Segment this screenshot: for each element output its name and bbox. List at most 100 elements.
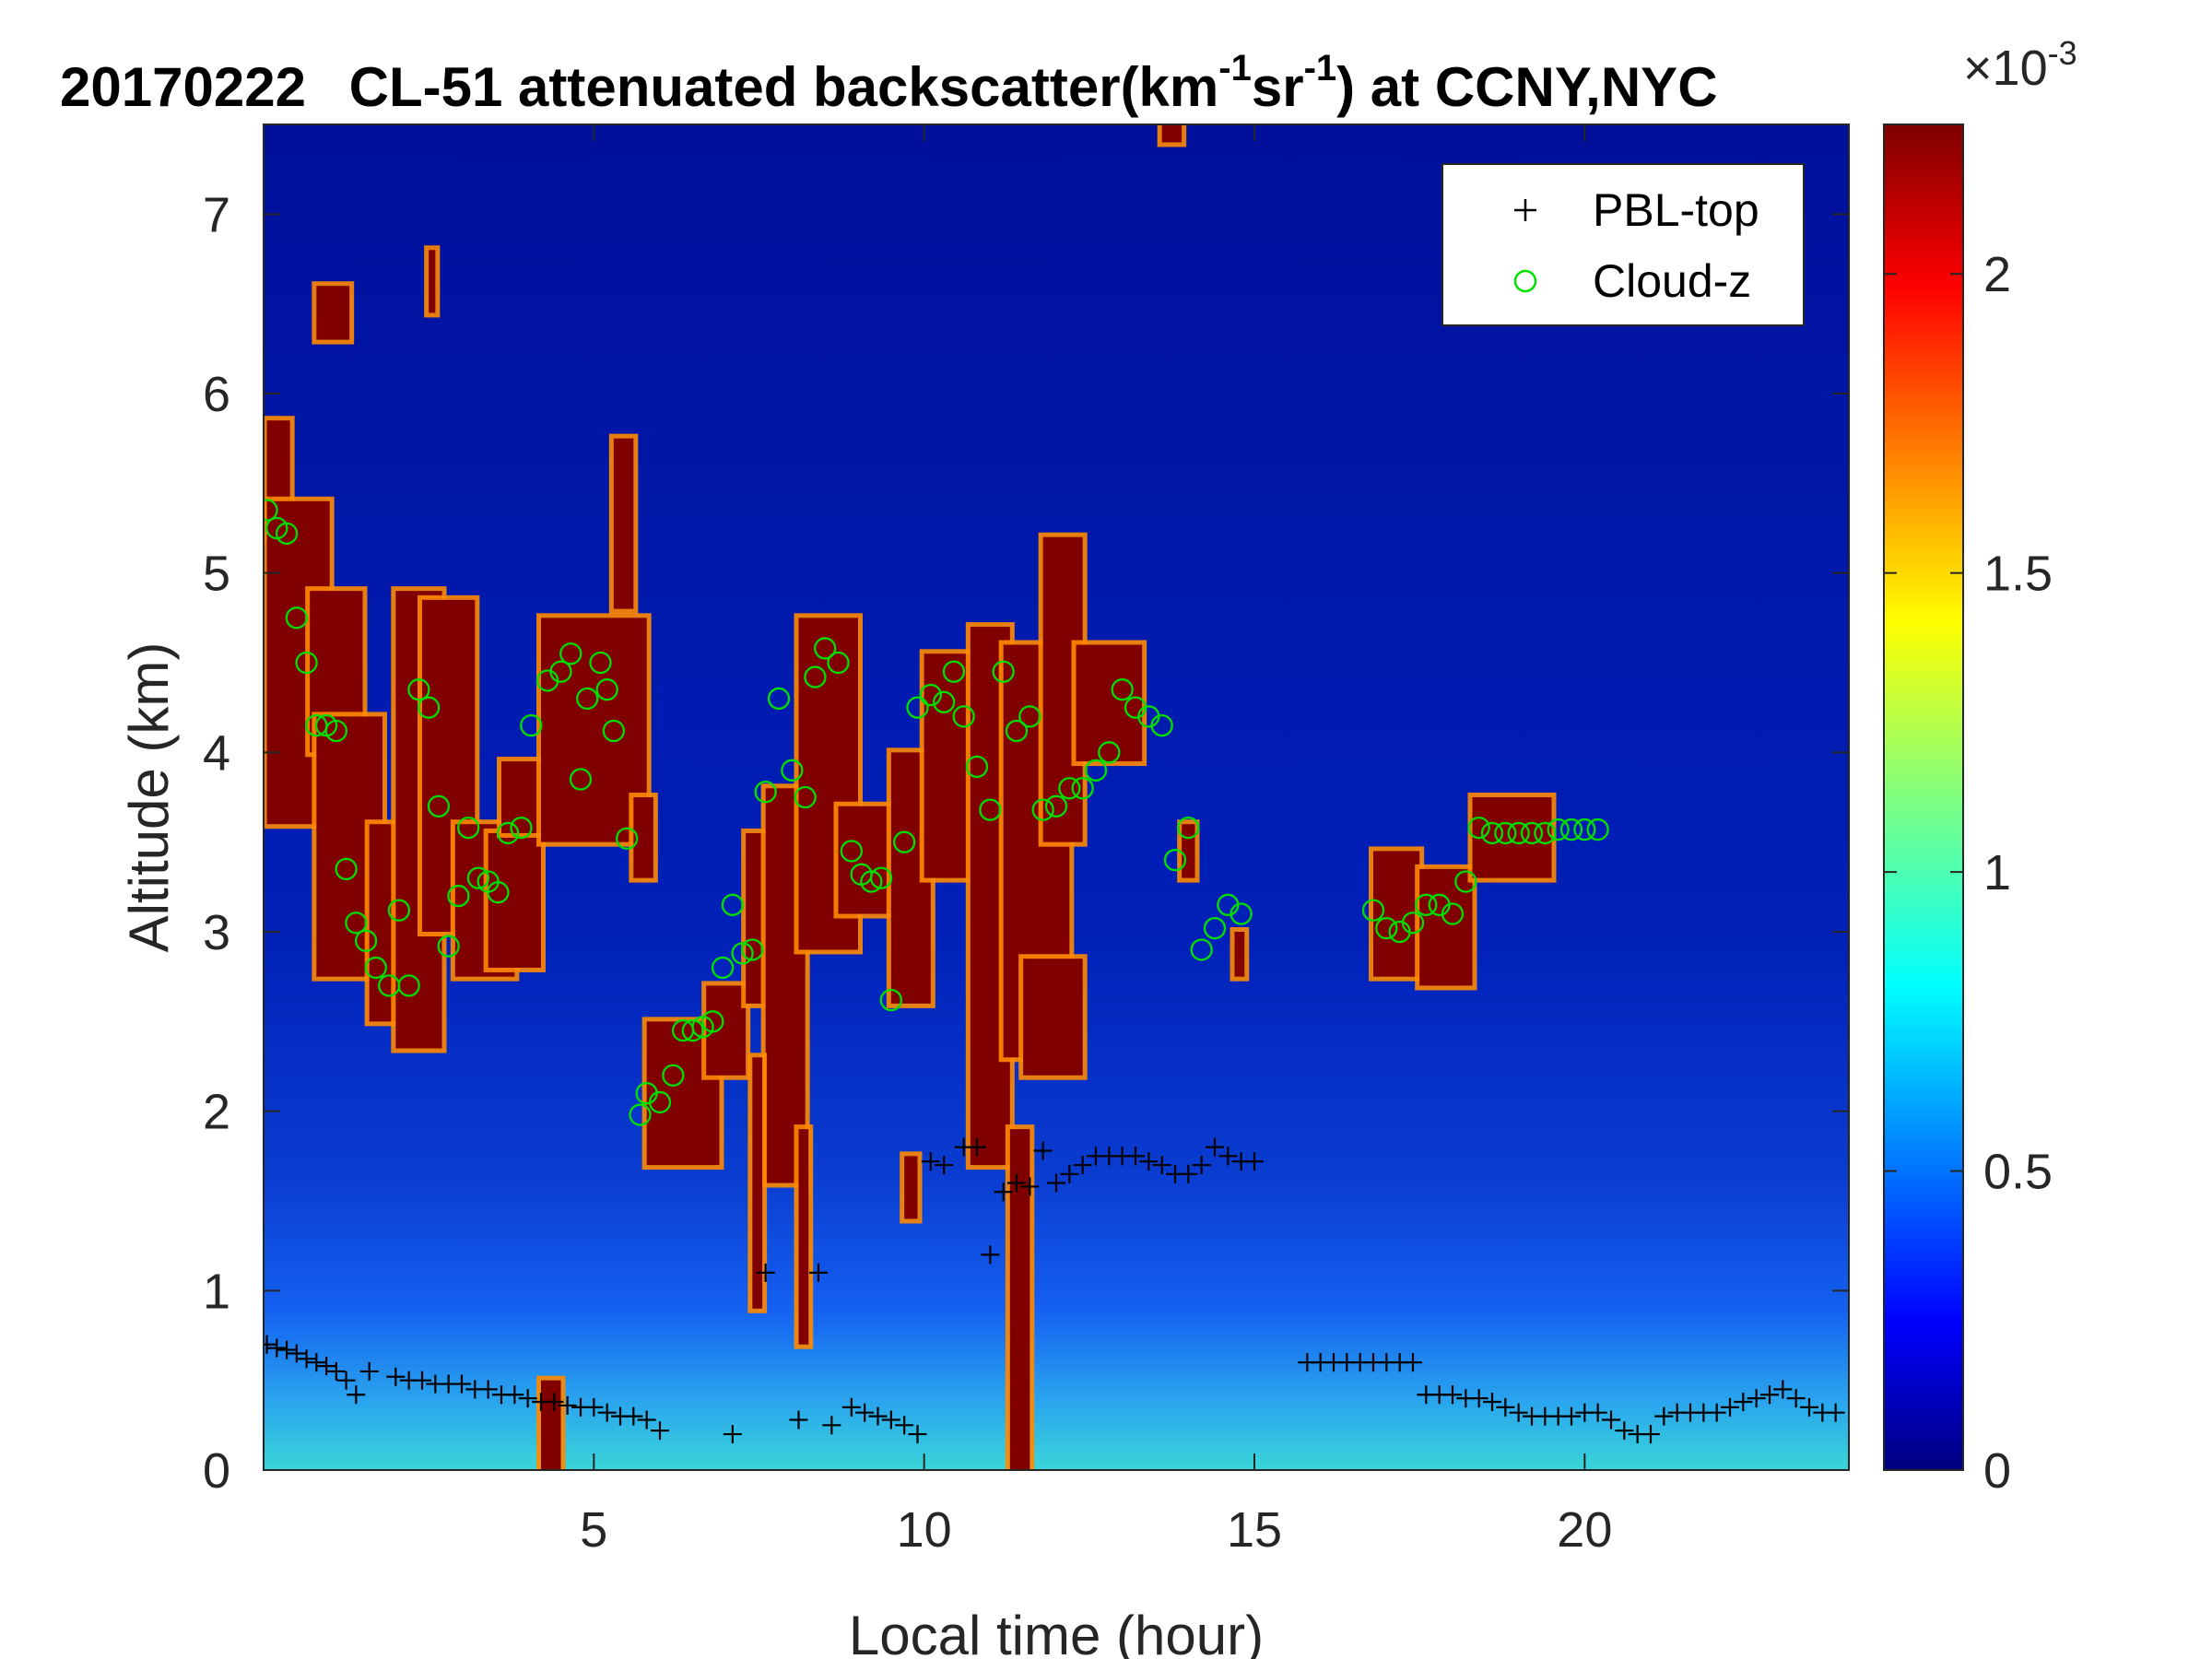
x-tick-label: 20	[1557, 1502, 1612, 1558]
pbl-top-point	[307, 1353, 326, 1372]
cloud-z-point	[840, 840, 863, 863]
pbl-top-point	[1760, 1385, 1779, 1405]
pbl-top-point	[1443, 1385, 1462, 1405]
pbl-top-point	[651, 1421, 669, 1441]
pbl-top-point	[908, 1425, 927, 1444]
legend-box	[1441, 163, 1805, 326]
cloud-z-point	[1031, 798, 1054, 821]
cloud-block	[1373, 851, 1420, 977]
pbl-top-point	[1786, 1389, 1806, 1408]
pbl-top-point	[789, 1410, 808, 1430]
legend: PBL-top Cloud-z	[1441, 163, 1805, 326]
y-tick-label: 0	[203, 1443, 230, 1499]
pbl-top-point	[1060, 1164, 1079, 1183]
colorbar-gradient	[1883, 124, 1964, 1471]
pbl-top-markers	[264, 1137, 1845, 1444]
title-sup2: -1	[1304, 48, 1337, 88]
colorbar-tick-label: 1.5	[1983, 547, 2053, 602]
cloud-z-point	[1586, 818, 1609, 841]
cloud-z-point	[754, 781, 777, 804]
cloud-z-point	[933, 690, 956, 713]
cloud-z-point	[1005, 719, 1029, 743]
cloud-z-point	[919, 683, 942, 707]
pbl-top-point	[478, 1380, 498, 1399]
cloud-z-point	[893, 830, 916, 853]
pbl-top-point	[1509, 1403, 1528, 1422]
cloud-z-point	[1559, 818, 1583, 841]
pbl-top-point	[1020, 1177, 1040, 1196]
pbl-top-point	[1404, 1353, 1422, 1372]
y-axis-ticks: 0 1 2 3 4 5 6 7	[203, 187, 1849, 1499]
cloud-z-point	[701, 1010, 724, 1033]
colorbar-tick-label: 2	[1983, 247, 2011, 302]
cloud-z-point	[1044, 794, 1068, 818]
cloud-z-point	[1230, 902, 1253, 925]
cloud-z-point	[1084, 759, 1108, 782]
y-tick-label: 6	[203, 367, 230, 422]
cloud-z-point	[1361, 899, 1385, 922]
cloud-z-point	[1163, 848, 1187, 872]
pbl-top-point	[1483, 1393, 1501, 1412]
cloud-z-point	[860, 870, 883, 893]
pbl-top-point	[1179, 1164, 1198, 1183]
pbl-top-point	[756, 1263, 775, 1282]
cloud-z-point	[364, 956, 387, 980]
cloud-z-point	[1454, 870, 1477, 893]
cloud-z-point	[1573, 818, 1596, 841]
pbl-top-point	[1218, 1147, 1238, 1166]
cloud-z-point	[345, 912, 368, 935]
pbl-top-point	[1602, 1410, 1620, 1430]
cloud-block	[904, 1156, 918, 1219]
pbl-top-point	[822, 1416, 841, 1435]
cloud-z-point	[1058, 777, 1081, 800]
cloud-z-point	[1534, 821, 1557, 845]
pbl-top-point	[267, 1338, 287, 1358]
cloud-z-point	[569, 768, 593, 791]
title-mid: sr	[1252, 56, 1304, 118]
pbl-top-point	[277, 1340, 297, 1359]
y-tick-label: 2	[203, 1085, 230, 1140]
pbl-top-point	[855, 1403, 875, 1422]
cloud-z-point	[427, 794, 451, 818]
cloud-z-point	[1480, 821, 1504, 845]
colorbar-ticks: 0 0.5 1 1.5 2	[1884, 247, 2053, 1499]
colorbar-exponent-base: ×10	[1963, 41, 2048, 96]
cloud-z-point	[942, 660, 966, 683]
cloud-z-point	[711, 956, 735, 980]
pbl-top-point	[1721, 1397, 1739, 1417]
plot-frame	[263, 124, 1850, 1471]
x-tick-label: 5	[580, 1502, 607, 1558]
cloud-z-point	[497, 821, 520, 845]
pbl-top-point	[723, 1425, 742, 1444]
pbl-top-point	[518, 1389, 537, 1408]
x-tick-label: 15	[1227, 1502, 1282, 1558]
colorbar-tick-label: 0.5	[1983, 1145, 2053, 1200]
cloud-z-point	[648, 1090, 672, 1114]
x-tick-label: 10	[897, 1502, 952, 1558]
legend-cloud-label: Cloud-z	[1593, 255, 1751, 307]
cloud-z-point	[879, 988, 902, 1012]
cloud-block	[633, 797, 653, 878]
title-sup1: -1	[1218, 48, 1252, 88]
pbl-top-point	[386, 1367, 406, 1386]
chart-title: 20170222 CL-51 attenuated backscatter(km…	[60, 48, 1718, 118]
pbl-top-point	[1747, 1389, 1766, 1408]
cloud-z-point	[437, 935, 460, 958]
pbl-top-point	[1047, 1173, 1065, 1193]
pbl-top-point	[287, 1344, 306, 1363]
cloud-z-point	[275, 522, 299, 545]
cloud-z-point	[559, 642, 582, 665]
pbl-top-point	[881, 1410, 900, 1430]
legend-pbl-marker	[1514, 199, 1536, 221]
pbl-top-point	[264, 1335, 276, 1354]
cloud-z-point	[1494, 821, 1517, 845]
pbl-top-point	[1192, 1156, 1211, 1175]
cloud-z-point	[520, 713, 543, 737]
cloud-z-point	[794, 785, 817, 809]
pbl-top-point	[597, 1403, 617, 1422]
cloud-block	[501, 761, 541, 833]
cloud-block	[924, 653, 971, 878]
colorbar-tick-label: 0	[1983, 1443, 2011, 1499]
cloud-z-point	[767, 687, 791, 711]
